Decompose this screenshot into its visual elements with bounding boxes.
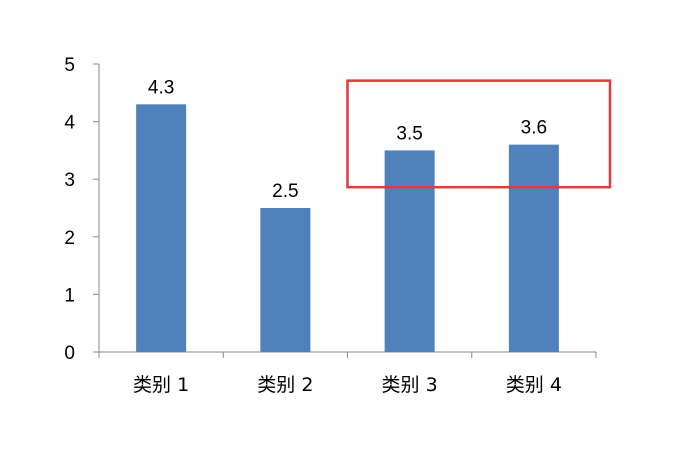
category-label: 类别 2 xyxy=(257,374,313,396)
y-tick-label: 3 xyxy=(64,170,75,191)
data-label: 3.5 xyxy=(396,123,422,144)
y-tick-label: 4 xyxy=(64,113,75,134)
x-axis: 类别 1 类别 2 类别 3 类别 4 xyxy=(98,351,597,396)
data-label: 2.5 xyxy=(272,181,298,202)
bars xyxy=(136,104,559,352)
data-labels: 4.3 2.5 3.5 3.6 xyxy=(148,77,547,202)
data-label: 4.3 xyxy=(148,77,174,98)
y-axis: 0 1 2 3 4 5 xyxy=(64,55,100,364)
data-label: 3.6 xyxy=(521,118,547,139)
y-tick-label: 1 xyxy=(64,285,75,306)
bar xyxy=(384,150,435,352)
category-label: 类别 4 xyxy=(506,374,562,396)
y-tick-label: 5 xyxy=(64,55,75,76)
bar xyxy=(508,144,559,352)
category-label: 类别 3 xyxy=(382,374,438,396)
bar xyxy=(136,104,187,352)
category-label: 类别 1 xyxy=(133,374,189,396)
highlight-box xyxy=(346,79,612,189)
y-tick-label: 2 xyxy=(64,228,75,249)
y-tick-label: 0 xyxy=(64,343,75,364)
bar xyxy=(260,208,311,352)
highlight-rectangle xyxy=(346,79,612,189)
